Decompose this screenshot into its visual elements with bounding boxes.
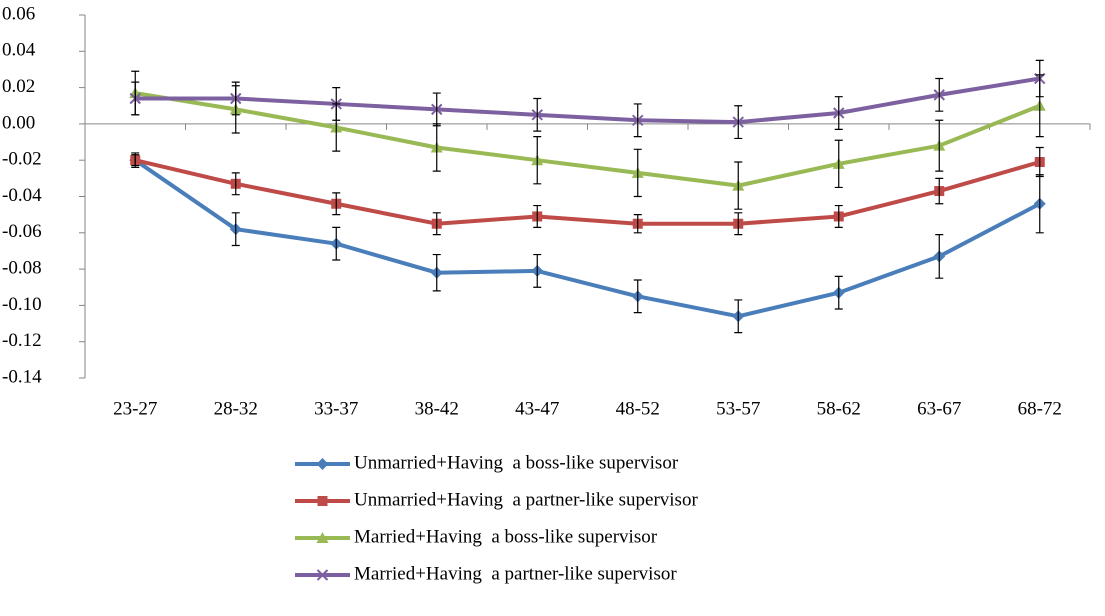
legend-marker: [316, 458, 329, 470]
y-tick-label: 0.04: [2, 40, 36, 61]
x-tick-label: 38-42: [415, 398, 459, 419]
error-bar: [432, 212, 441, 236]
series-line: [134, 158, 1041, 319]
error-bar: [834, 96, 843, 130]
error-bar: [1035, 59, 1044, 98]
error-bar: [633, 279, 642, 314]
error-bar: [131, 152, 140, 169]
x-tick-label: 28-32: [214, 398, 258, 419]
legend-marker: [316, 569, 329, 581]
error-bar: [432, 253, 441, 292]
legend-label: Unmarried+Having a boss-like supervisor: [354, 452, 679, 473]
x-tick-label: 23-27: [113, 398, 157, 419]
y-tick-label: -0.14: [2, 366, 42, 387]
error-bar: [834, 275, 843, 310]
error-bar: [231, 81, 240, 116]
y-tick-label: 0.00: [2, 112, 35, 133]
y-tick-label: -0.02: [2, 149, 42, 170]
error-bar: [332, 226, 341, 261]
error-bar: [1035, 146, 1044, 178]
x-tick-label: 48-52: [616, 398, 660, 419]
x-tick-label: 63-67: [917, 398, 961, 419]
error-bar: [131, 81, 140, 116]
error-bar: [935, 177, 944, 205]
error-bar: [935, 77, 944, 112]
error-bar: [533, 204, 542, 228]
error-bar: [332, 192, 341, 216]
y-tick-label: -0.04: [2, 185, 42, 206]
error-bar: [834, 204, 843, 228]
error-bar: [734, 105, 743, 140]
x-tick-label: 58-62: [817, 398, 861, 419]
y-tick-label: 0.06: [2, 3, 35, 24]
legend-marker: [317, 496, 328, 506]
error-bar: [533, 136, 542, 185]
error-bar: [633, 148, 642, 198]
legend-label: Unmarried+Having a partner-like supervis…: [354, 489, 698, 510]
series-line: [134, 91, 1041, 188]
error-bar: [734, 161, 743, 210]
y-tick-label: -0.10: [2, 294, 42, 315]
error-bar: [633, 103, 642, 138]
legend-marker: [316, 532, 329, 543]
y-tick-label: -0.12: [2, 330, 42, 351]
error-bar: [231, 172, 240, 196]
error-bar: [533, 253, 542, 288]
series-line: [135, 76, 1041, 125]
y-tick-label: 0.02: [2, 76, 35, 97]
error-bar: [734, 299, 743, 334]
error-bar: [332, 87, 341, 121]
x-tick-label: 43-47: [515, 398, 559, 419]
error-bar: [231, 212, 240, 247]
series-line: [134, 158, 1041, 226]
y-tick-label: -0.06: [2, 221, 42, 242]
x-tick-label: 68-72: [1018, 398, 1062, 419]
error-bar: [533, 97, 542, 132]
legend-label: Married+Having a boss-like supervisor: [354, 526, 658, 547]
legend-label: Married+Having a partner-like supervisor: [354, 563, 677, 584]
error-bar: [432, 92, 441, 127]
error-bar: [834, 139, 843, 189]
y-tick-label: -0.08: [2, 257, 42, 278]
error-bar: [734, 212, 743, 236]
x-tick-label: 53-57: [716, 398, 760, 419]
error-bar: [935, 119, 944, 172]
x-tick-label: 33-37: [314, 398, 358, 419]
error-bar: [633, 214, 642, 234]
error-bar: [935, 234, 944, 279]
